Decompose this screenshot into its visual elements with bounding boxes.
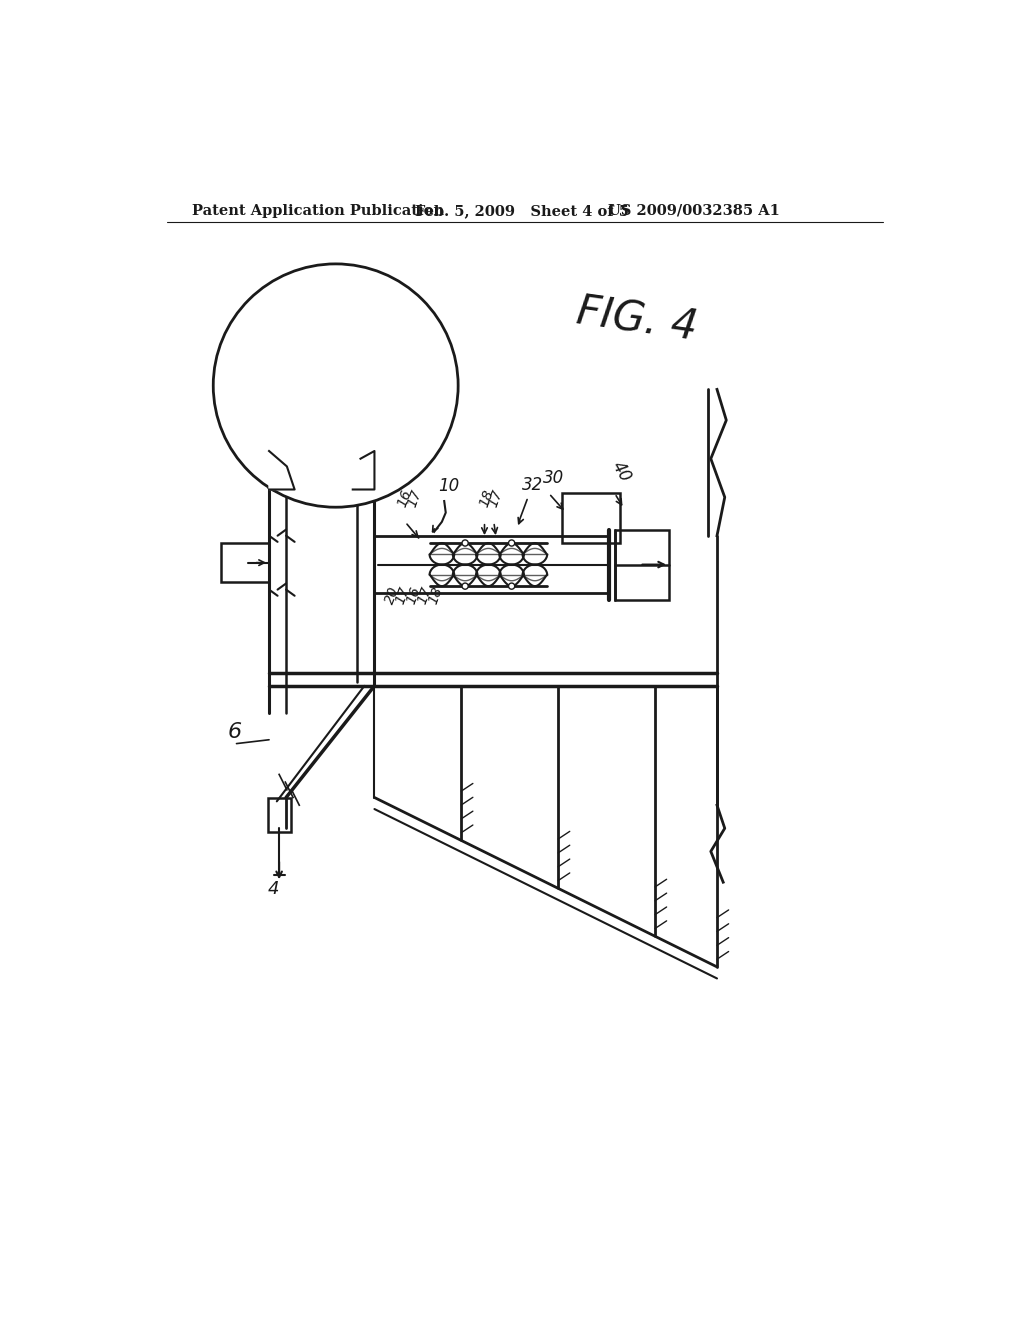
Text: 17: 17 (393, 585, 413, 606)
Text: 32: 32 (521, 475, 543, 494)
Text: Patent Application Publication: Patent Application Publication (191, 203, 443, 218)
Text: 17: 17 (486, 488, 505, 510)
Bar (614, 529, 669, 599)
Text: 10: 10 (438, 477, 459, 495)
Bar (562, 494, 621, 544)
Bar (221, 544, 269, 582)
Text: 16: 16 (395, 488, 415, 510)
Circle shape (509, 540, 515, 546)
Circle shape (462, 583, 468, 589)
Text: 17: 17 (415, 585, 434, 606)
Circle shape (462, 540, 468, 546)
Text: 6: 6 (227, 722, 242, 742)
Text: 18: 18 (477, 488, 496, 510)
Text: 40: 40 (608, 458, 635, 486)
Text: 30: 30 (543, 470, 564, 487)
Text: 17: 17 (406, 488, 425, 510)
Text: FIG. 4: FIG. 4 (573, 290, 699, 350)
Circle shape (509, 583, 515, 589)
Text: US 2009/0032385 A1: US 2009/0032385 A1 (608, 203, 780, 218)
Text: 20: 20 (382, 585, 401, 606)
Bar (267, 797, 291, 832)
Polygon shape (269, 451, 295, 490)
Text: 18: 18 (426, 585, 444, 606)
Text: 4: 4 (268, 879, 280, 898)
Polygon shape (352, 451, 375, 490)
Text: 16: 16 (403, 585, 423, 606)
Text: Feb. 5, 2009   Sheet 4 of 5: Feb. 5, 2009 Sheet 4 of 5 (415, 203, 629, 218)
Circle shape (213, 264, 458, 507)
